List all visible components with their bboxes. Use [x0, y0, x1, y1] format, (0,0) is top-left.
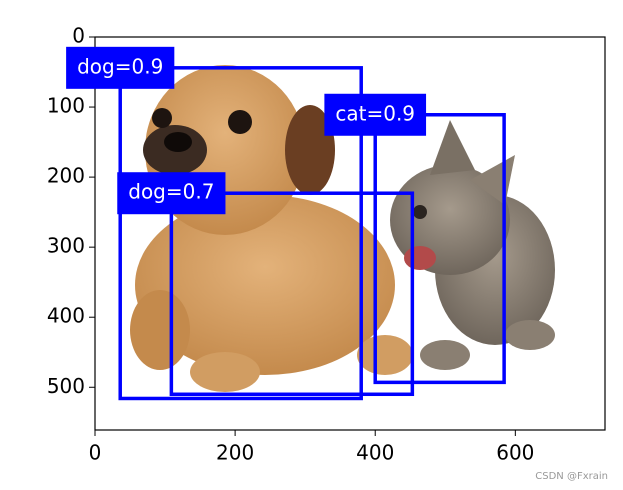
axes-frame: [94, 36, 606, 431]
box-label: dog=0.7: [128, 180, 214, 204]
label-background: [117, 172, 226, 215]
x-tick-label: 0: [89, 441, 102, 465]
box-label: cat=0.9: [335, 101, 415, 125]
x-tick-label: 400: [356, 441, 394, 465]
watermark: CSDN @Fxrain: [535, 471, 608, 482]
bounding-box: [169, 191, 415, 397]
y-tick-label: 100: [47, 94, 85, 118]
y-tick-label: 500: [47, 374, 85, 398]
label-background: [66, 46, 175, 89]
bounding-box: [373, 113, 506, 385]
x-tick-label: 200: [216, 441, 254, 465]
box-label: dog=0.9: [77, 54, 163, 78]
x-tick-label: 600: [496, 441, 534, 465]
y-tick-label: 0: [72, 24, 85, 48]
y-tick-label: 400: [47, 304, 85, 328]
bounding-box: [118, 66, 363, 401]
y-tick-label: 200: [47, 164, 85, 188]
label-background: [324, 93, 427, 136]
y-tick-label: 300: [47, 234, 85, 258]
